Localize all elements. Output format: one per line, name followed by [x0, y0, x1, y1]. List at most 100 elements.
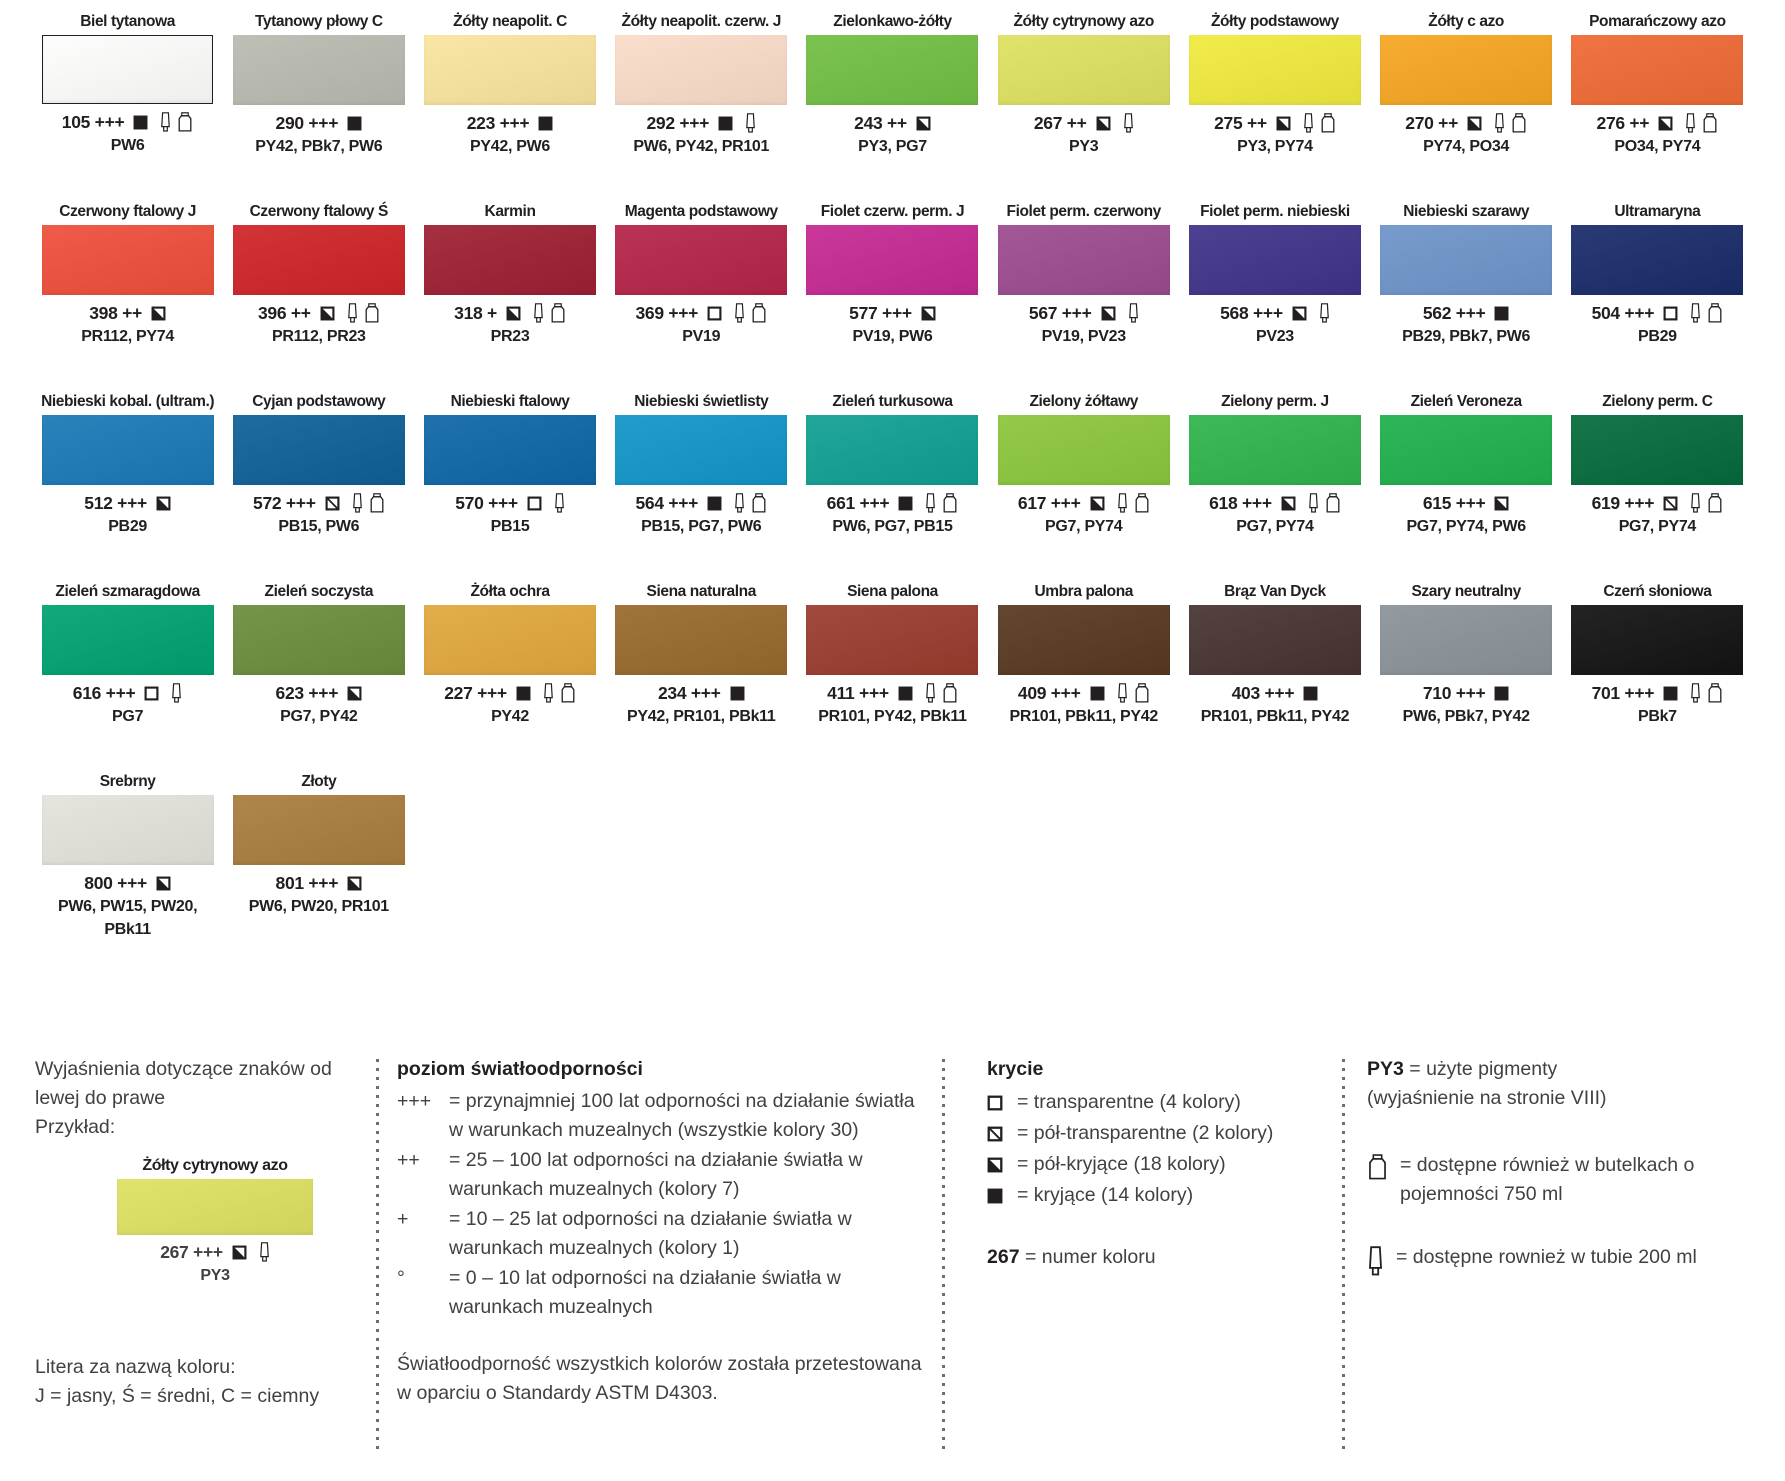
color-swatch	[41, 415, 214, 485]
tube-icon	[352, 493, 363, 513]
opaque-opacity-icon	[898, 686, 913, 701]
color-number-and-lightfastness: 396 ++	[257, 302, 311, 323]
swatch-cell: Czerń słoniowa 701 +++ PBk7	[1562, 580, 1753, 770]
semi-opaque-opacity-icon	[232, 1245, 247, 1260]
lightfastness-row: ° = 0 – 10 lat odporności na działanie św…	[397, 1264, 942, 1322]
color-swatch	[1188, 35, 1361, 105]
tube-icon	[1367, 1246, 1384, 1276]
color-swatch	[1380, 225, 1553, 295]
color-name: Srebrny	[99, 773, 156, 790]
coverage-row: = kryjące (14 kolory)	[987, 1180, 1342, 1211]
color-code-line: 800 +++	[32, 872, 223, 894]
swatch-cell: Żółty neapolit. C 223 +++ PY42, PW6	[414, 10, 605, 200]
swatch-cell: Umbra palona 409 +++ PR101, PBk11, PY42	[988, 580, 1179, 770]
color-swatch	[997, 605, 1170, 675]
bottle-icon	[1511, 113, 1527, 133]
pigment-codes: PY42, PW6	[470, 138, 551, 155]
bottle-icon	[1134, 493, 1150, 513]
color-swatch	[424, 415, 597, 485]
color-swatch	[1188, 225, 1361, 295]
opaque-opacity-icon	[1090, 686, 1105, 701]
color-number-and-lightfastness: 618 +++	[1209, 492, 1272, 513]
semi-opaque-opacity-icon	[1494, 496, 1509, 511]
tube-icon	[925, 493, 936, 513]
pigment-codes: PG7, PY74	[1236, 518, 1314, 535]
coverage-row: = pół-transparentne (2 kolory)	[987, 1118, 1342, 1149]
pigment-codes: PG7, PY74, PW6	[1406, 518, 1526, 535]
swatch-cell: Niebieski kobal. (ultram.) 512 +++ PB29	[32, 390, 223, 580]
semi-opaque-opacity-icon	[921, 306, 936, 321]
color-name: Umbra palona	[1034, 583, 1133, 600]
legend-explanation-column: Wyjaśnienia dotyczące znaków od lewej do…	[35, 1055, 376, 1455]
semi-opaque-opacity-icon	[1090, 496, 1105, 511]
bottle-icon	[1702, 113, 1718, 133]
semi-opaque-opacity-icon	[1292, 306, 1307, 321]
color-name: Niebieski szarawy	[1403, 203, 1530, 220]
color-code-line: 267 ++	[988, 112, 1179, 134]
legend-example-label: Przykład:	[35, 1116, 116, 1138]
color-code-line: 223 +++	[414, 112, 605, 134]
color-code-line: 290 +++	[223, 112, 414, 134]
color-number-and-lightfastness: 570 +++	[455, 492, 518, 513]
color-number-and-lightfastness: 701 +++	[1591, 682, 1655, 703]
coverage-rows: = transparentne (4 kolory) = pół-transpar…	[987, 1087, 1342, 1211]
color-swatch	[806, 225, 979, 295]
color-name: Ultramaryna	[1614, 203, 1701, 220]
lightfastness-symbol: +	[397, 1208, 409, 1230]
legend-coverage-column: krycie = transparentne (4 kolory) = pół-t…	[945, 1055, 1342, 1455]
color-number-and-lightfastness: 800 +++	[84, 872, 147, 893]
semi-opaque-opacity-icon	[1467, 116, 1482, 131]
semi-opaque-opacity-icon	[1101, 306, 1116, 321]
color-number-and-lightfastness: 411 +++	[827, 682, 889, 703]
tube-icon	[734, 493, 745, 513]
pigment-codes: PR112, PY74	[81, 328, 174, 345]
color-code-line: 616 +++	[32, 682, 223, 704]
coverage-row: = transparentne (4 kolory)	[987, 1087, 1342, 1118]
swatch-cell: Ultramaryna 504 +++ PB29	[1562, 200, 1753, 390]
bottle-icon	[550, 303, 566, 323]
color-code-line: 396 ++	[223, 302, 414, 324]
tube-icon	[1123, 113, 1134, 133]
opaque-opacity-icon	[730, 686, 745, 701]
tube-icon	[1690, 683, 1701, 703]
color-swatch	[615, 605, 788, 675]
coverage-description: = kryjące (14 kolory)	[1017, 1184, 1194, 1206]
color-name: Zieleń turkusowa	[832, 393, 953, 410]
color-name: Żółty neapolit. C	[453, 13, 567, 30]
semi-opaque-opacity-icon	[156, 876, 171, 891]
pigment-codes: PV19, PV23	[1041, 328, 1126, 345]
color-name: Biel tytanowa	[80, 13, 175, 30]
coverage-description: = pół-kryjące (18 kolory)	[1017, 1153, 1226, 1175]
pigments-subtitle: (wyjaśnienie na stronie VIII)	[1367, 1087, 1607, 1109]
color-number-and-lightfastness: 564 +++	[635, 492, 699, 513]
swatch-cell: Fiolet perm. czerwony 567 +++ PV19, PV23	[988, 200, 1179, 390]
color-code-line: 105 +++	[32, 111, 223, 133]
swatch-cell: Fiolet czerw. perm. J 577 +++ PV19, PW6	[797, 200, 988, 390]
pigment-codes: PY3	[1069, 138, 1099, 155]
color-number-and-lightfastness: 562 +++	[1422, 302, 1486, 323]
pigment-codes: PB29	[108, 518, 148, 535]
opaque-opacity-icon	[133, 115, 148, 130]
bottle-icon	[942, 493, 958, 513]
color-name: Żółty podstawowy	[1210, 13, 1339, 30]
color-number-and-lightfastness: 369 +++	[635, 302, 699, 323]
pigment-codes: PW6	[110, 137, 145, 154]
swatch-cell: Niebieski szarawy 562 +++ PB29, PBk7, PW…	[1371, 200, 1562, 390]
transparent-opacity-icon	[707, 306, 722, 321]
color-number-and-lightfastness: 267 +++	[160, 1241, 223, 1262]
lightfastness-row: + = 10 – 25 lat odporności na działanie ś…	[397, 1205, 942, 1263]
color-swatch	[997, 35, 1170, 105]
legend-lightfastness-column: poziom światłoodporności +++ = przynajmni…	[379, 1055, 942, 1455]
color-swatch	[1571, 35, 1744, 105]
color-number-note: 267 = numer koloru	[987, 1243, 1342, 1272]
bottle-icon	[560, 683, 576, 703]
color-swatch	[1188, 415, 1361, 485]
opaque-opacity-icon	[1303, 686, 1318, 701]
color-swatch	[615, 415, 788, 485]
color-swatch	[424, 605, 597, 675]
color-name: Czerwony ftalowy Ś	[249, 203, 389, 220]
color-code-line: 512 +++	[32, 492, 223, 514]
swatch-cell: Zielony perm. J 618 +++ PG7, PY74	[1179, 390, 1370, 580]
color-swatch	[615, 35, 788, 105]
